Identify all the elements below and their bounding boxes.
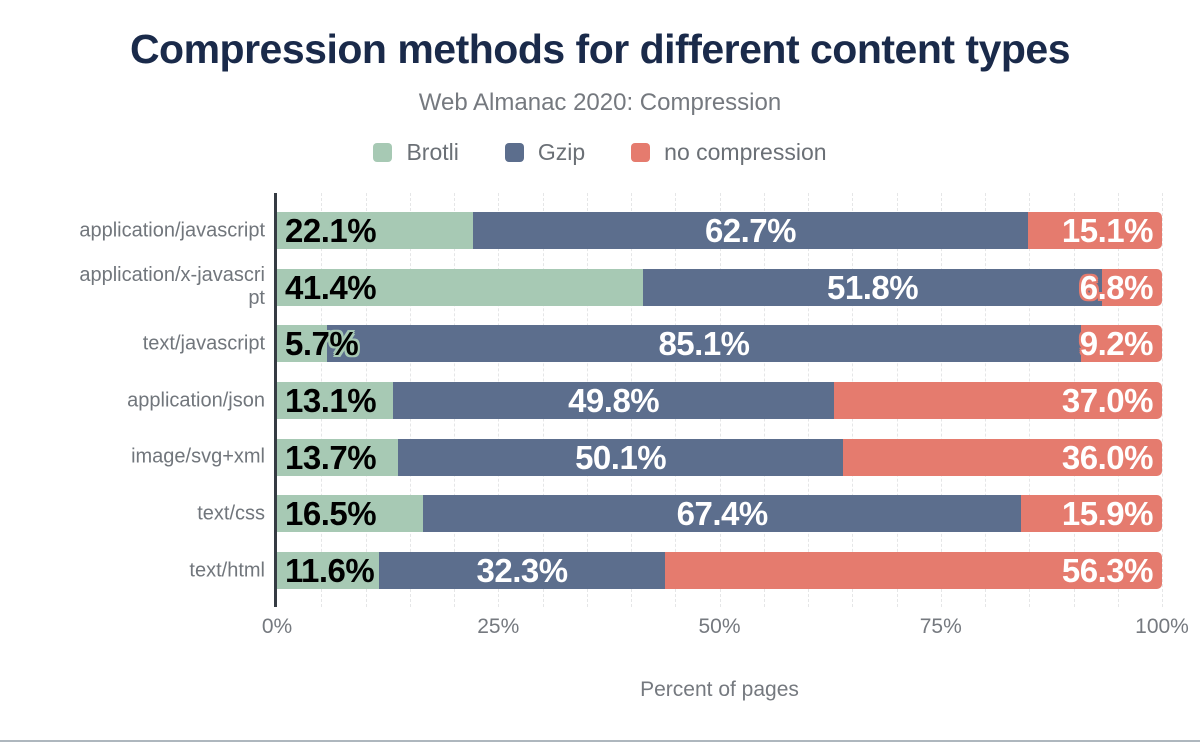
stacked-bar[interactable]: 22.1% 62.7% 15.1% [277, 212, 1162, 249]
value-label: 51.8% [827, 268, 919, 306]
bar-segment-no-compression[interactable]: 37.0% [834, 382, 1162, 420]
value-label: 13.7% [285, 438, 377, 476]
legend-item-gzip[interactable]: Gzip [504, 139, 586, 166]
stacked-bar[interactable]: 13.7% 50.1% 36.0% [277, 438, 1162, 476]
bar-row-text-css: text/css 16.5% 67.4% 15.9% [197, 495, 1162, 533]
bar-segment-brotli[interactable]: 16.5% [277, 495, 424, 533]
legend-swatch-icon [373, 143, 393, 162]
x-axis-title: Percent of pages [640, 678, 799, 701]
stacked-bar[interactable]: 41.4% 51.8% 6.8% [277, 268, 1162, 306]
legend-item-label: no compression [664, 139, 827, 165]
bar-segment-gzip[interactable]: 62.7% [472, 212, 1029, 249]
category-label: text/css [197, 502, 265, 525]
x-tick-label: 75% [919, 615, 962, 638]
bar-segment-brotli[interactable]: 13.1% [277, 382, 394, 420]
category-label: application/javascript [79, 219, 265, 241]
bar-row-application-x-javascript: application/x-javascri pt 41.4% 51.8% 6.8% [79, 264, 1162, 309]
bar-segment-no-compression[interactable]: 15.1% [1028, 212, 1162, 249]
value-label: 85.1% [658, 325, 750, 363]
stacked-bar[interactable]: 16.5% 67.4% 15.9% [277, 495, 1162, 533]
legend-swatch-icon [631, 143, 651, 162]
bar-segment-no-compression[interactable]: 15.9% [1020, 495, 1162, 533]
bar-row-text-javascript: text/javascript 5.7% 85.1% 9.2% [143, 325, 1162, 363]
legend: Brotli Gzip no compression [0, 139, 1200, 166]
x-axis-ticks: 0% 25% 50% 75% 100% [262, 615, 1189, 641]
value-label: 11.6% [285, 552, 375, 590]
bar-row-application-json: application/json 13.1% 49.8% 37.0% [127, 382, 1162, 420]
bar-row-application-javascript: application/javascript 22.1% 62.7% 15.1% [79, 212, 1162, 249]
legend-item-brotli[interactable]: Brotli [373, 139, 459, 166]
category-label: text/javascript [142, 332, 265, 355]
legend-item-label: Gzip [537, 139, 586, 165]
bar-segment-brotli[interactable]: 22.1% [277, 212, 473, 249]
legend-item-label: Brotli [406, 139, 459, 165]
chart-title: Compression methods for different conten… [129, 26, 1071, 72]
bar-segment-brotli[interactable]: 5.7% [277, 325, 359, 363]
value-label: 15.1% [1061, 212, 1154, 249]
category-label: application/json [127, 389, 265, 412]
bar-segment-no-compression[interactable]: 6.8% [1080, 268, 1162, 306]
plot-area: application/javascript 22.1% 62.7% 15.1% app… [79, 193, 1163, 609]
value-label: 36.0% [1061, 438, 1154, 476]
x-tick-label: 100% [1135, 615, 1189, 638]
category-label: text/html [189, 559, 265, 582]
value-label: 5.7% [285, 325, 359, 363]
value-label: 67.4% [676, 495, 769, 533]
value-label: 41.4% [285, 268, 377, 306]
stacked-bar[interactable]: 11.6% 32.3% 56.3% [277, 552, 1162, 590]
value-label: 50.1% [575, 438, 667, 476]
y-axis-line [274, 193, 277, 607]
legend-swatch-icon [504, 143, 524, 162]
value-label: 13.1% [285, 382, 377, 420]
bar-row-image-svg-xml: image/svg+xml 13.7% 50.1% 36.0% [131, 438, 1162, 476]
value-label: 15.9% [1061, 495, 1154, 533]
value-label: 16.5% [285, 495, 377, 533]
stacked-bar[interactable]: 13.1% 49.8% 37.0% [277, 382, 1162, 420]
bar-segment-no-compression[interactable]: 56.3% [664, 552, 1162, 590]
bottom-border [0, 740, 1200, 742]
category-label: application/x-javascri pt [79, 264, 265, 310]
bar-segment-brotli[interactable]: 11.6% [277, 552, 380, 590]
value-label: 62.7% [704, 212, 797, 249]
value-label: 22.1% [285, 212, 377, 249]
bar-row-text-html: text/html 11.6% 32.3% 56.3% [189, 552, 1162, 590]
bar-segment-gzip[interactable]: 67.4% [423, 495, 1021, 533]
x-tick-label: 50% [698, 615, 741, 638]
x-tick-label: 0% [261, 615, 293, 638]
value-label: 6.8% [1079, 268, 1154, 306]
gridline [1162, 193, 1163, 607]
value-label: 9.2% [1079, 325, 1154, 363]
bar-segment-gzip[interactable]: 85.1% [327, 325, 1081, 363]
value-label: 49.8% [568, 382, 660, 420]
bar-segment-no-compression[interactable]: 9.2% [1079, 325, 1162, 363]
bar-segment-brotli[interactable]: 13.7% [277, 438, 399, 476]
bar-segment-gzip[interactable]: 50.1% [398, 438, 843, 476]
bar-segment-gzip[interactable]: 49.8% [393, 382, 835, 420]
chart-subtitle: Web Almanac 2020: Compression [418, 89, 782, 116]
bar-segment-gzip[interactable]: 51.8% [643, 268, 1102, 306]
bar-segment-no-compression[interactable]: 36.0% [842, 438, 1162, 476]
x-tick-label: 25% [477, 615, 520, 638]
category-label: image/svg+xml [131, 445, 265, 468]
stacked-bar[interactable]: 5.7% 85.1% 9.2% [277, 325, 1162, 363]
bar-segment-gzip[interactable]: 32.3% [379, 552, 665, 590]
legend-item-no-compression[interactable]: no compression [631, 139, 827, 166]
value-label: 32.3% [476, 552, 569, 590]
bar-rows: application/javascript 22.1% 62.7% 15.1% app… [79, 212, 1162, 609]
value-label: 56.3% [1061, 552, 1154, 590]
bar-segment-brotli[interactable]: 41.4% [277, 268, 644, 306]
value-label: 37.0% [1061, 382, 1154, 420]
